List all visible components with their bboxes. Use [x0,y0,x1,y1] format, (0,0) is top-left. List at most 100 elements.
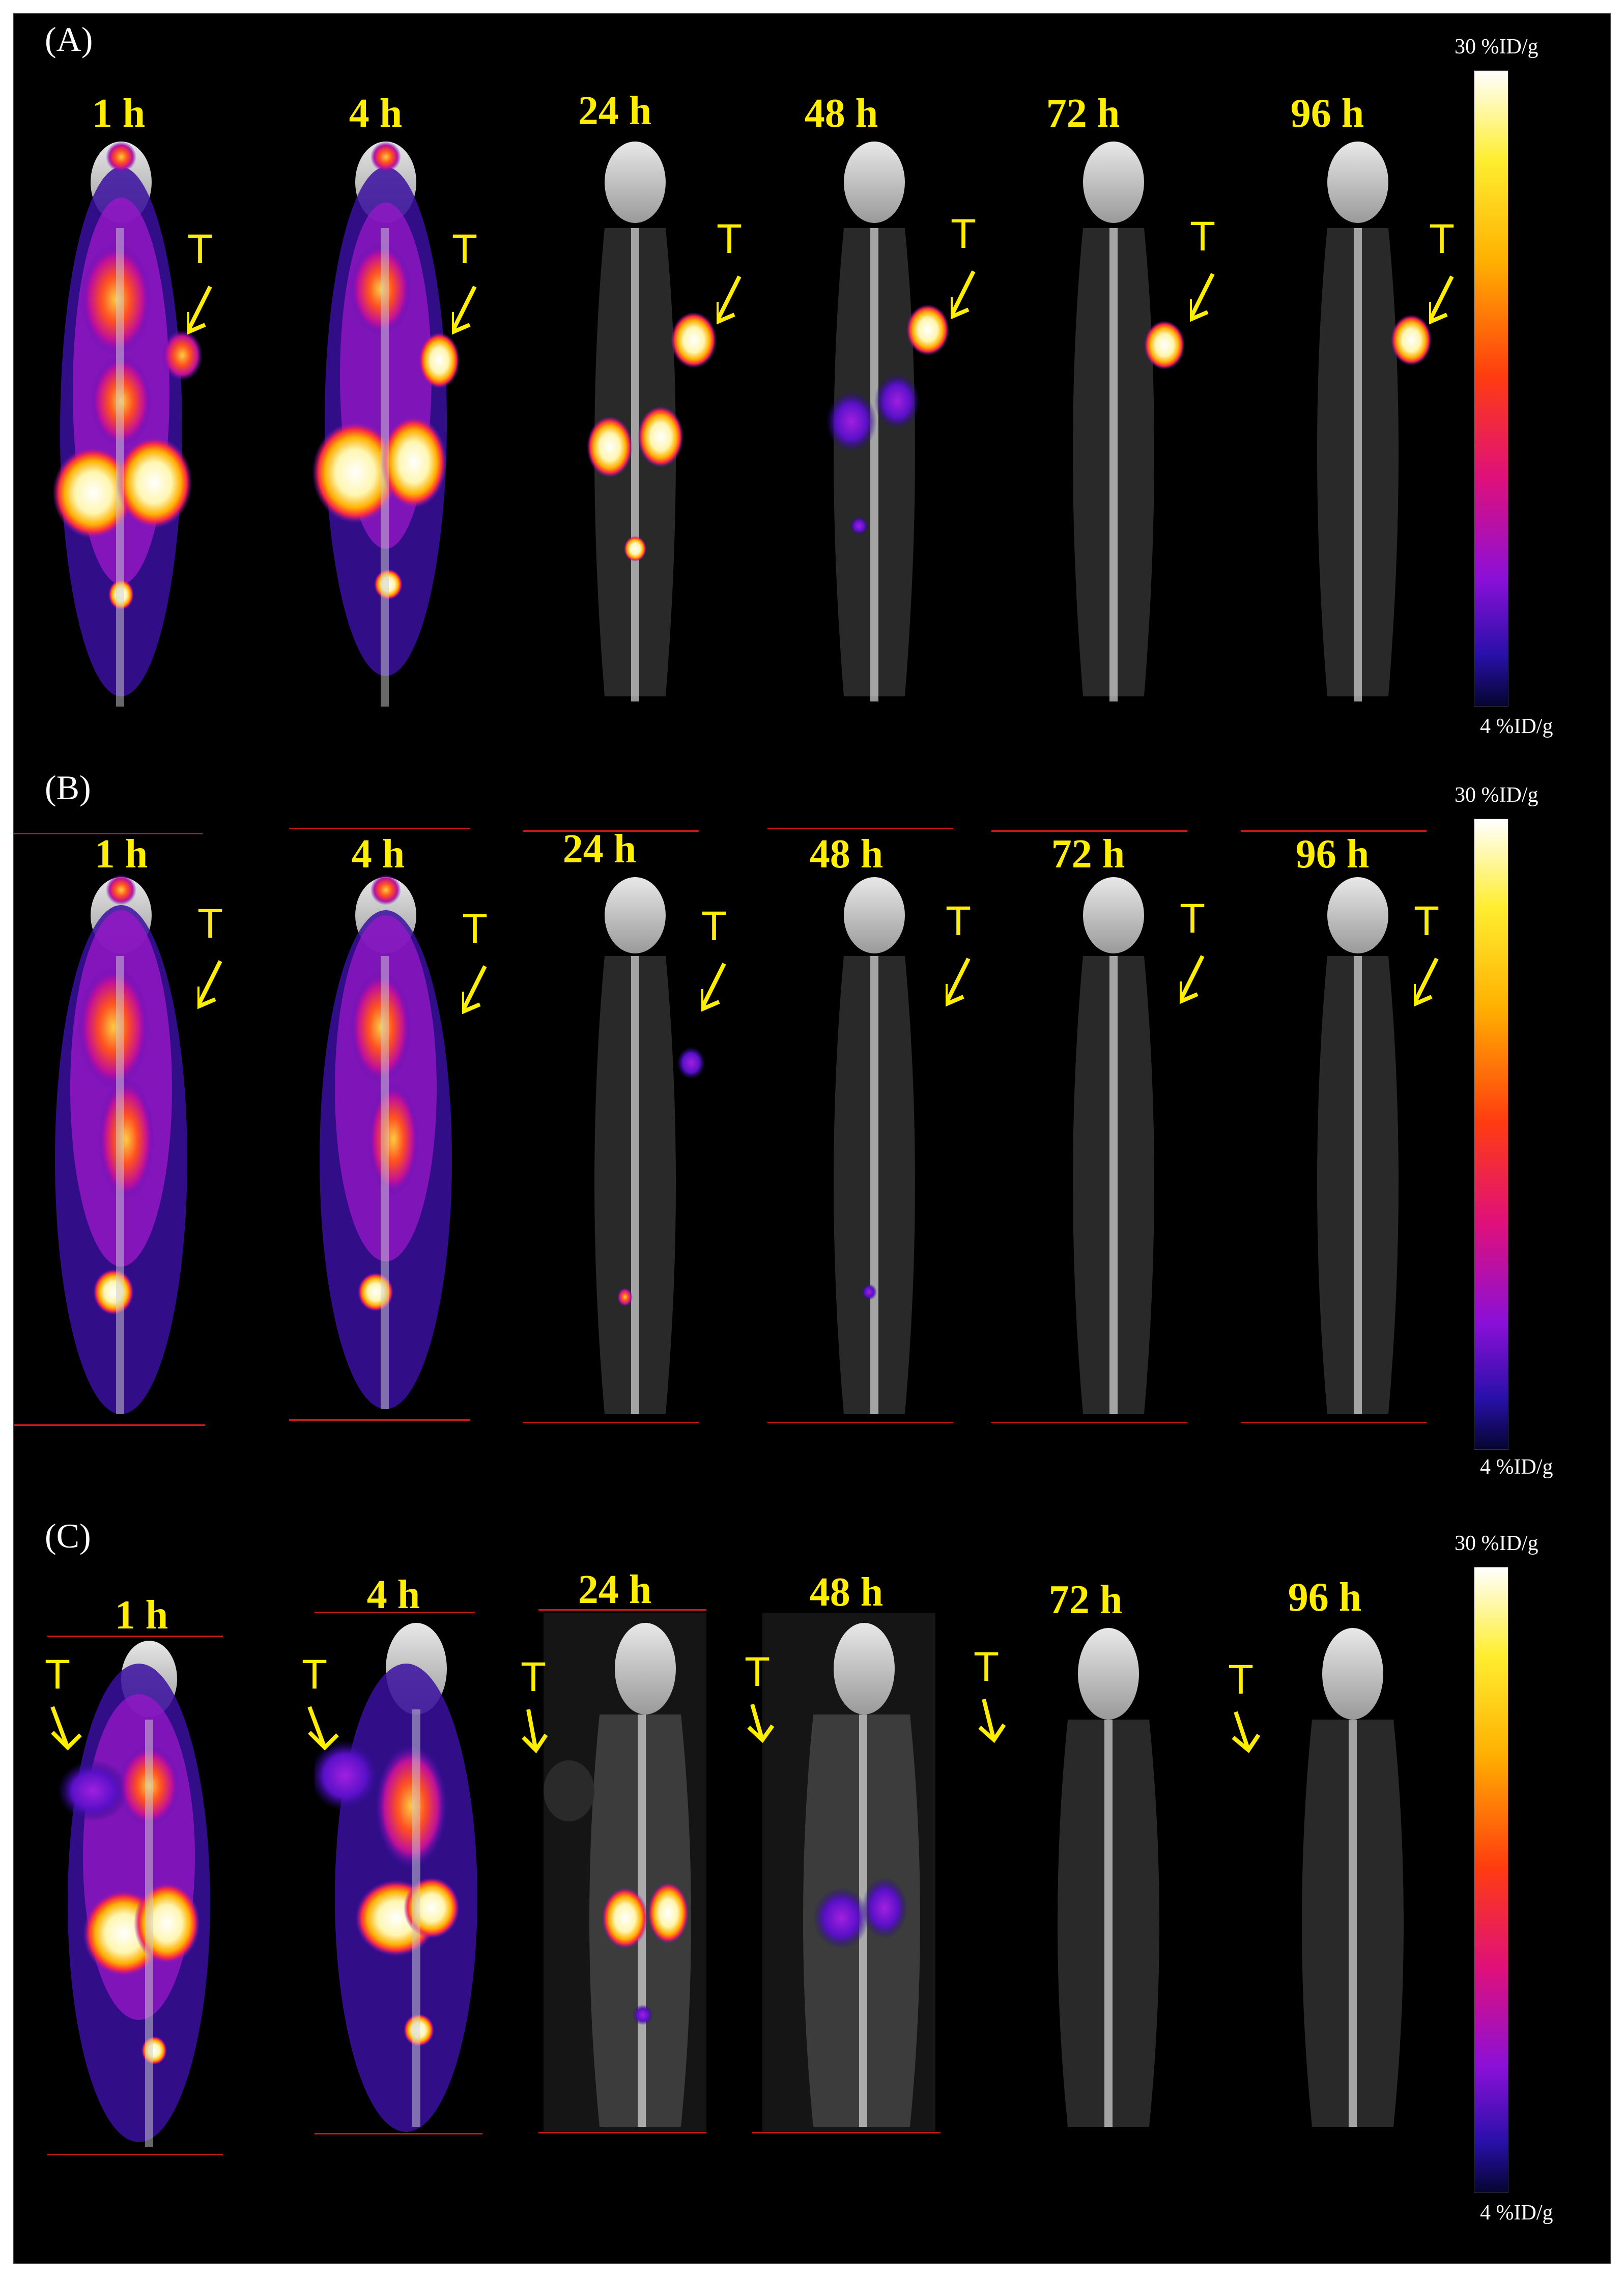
colorbar [1474,70,1508,707]
colorbar [1474,819,1508,1450]
pet-ct-mouse-image [826,142,949,701]
tumor-marker-label: T [1414,898,1440,944]
guide-line [289,1419,470,1421]
colorbar-min-label: 4 %ID/g [1480,1455,1553,1479]
tumor-marker: T [462,905,523,1017]
tumor-marker-label: T [1228,1656,1254,1703]
figure-frame: (A) 1 h 4 h 24 h 48 h 72 h 96 h [13,13,1611,2264]
panel-a: (A) 1 h 4 h 24 h 48 h 72 h 96 h [14,14,1610,768]
tumor-marker: T [452,226,513,338]
tumor-marker-label: T [45,1651,71,1698]
pet-ct-mouse-image [594,877,705,1414]
tumor-marker: T [946,897,1007,1009]
time-label: 48 h [804,91,878,136]
pet-ct-mouse-image [58,1641,210,2147]
tumor-marker-label: T [1429,216,1455,262]
tumor-marker: T [951,210,1012,322]
time-label: 72 h [1046,91,1120,136]
tumor-marker: T [745,1648,806,1760]
pet-ct-mouse-image [312,142,460,707]
tumor-marker: T [1180,895,1241,1007]
time-label: 1 h [92,91,146,136]
time-label: 72 h [1048,1578,1123,1622]
colorbar-max-label: 30 %ID/g [1455,35,1538,59]
tumor-marker: T [302,1651,363,1763]
tumor-marker: T [187,226,248,338]
pet-ct-mouse-image [587,142,717,701]
pet-ct-mouse-image [1317,142,1432,701]
time-label: 72 h [1051,832,1125,877]
tumor-marker: T [1190,213,1251,325]
panel-c: (C) 1 h 4 h 24 h 48 h 72 h 96 h [14,1516,1610,2249]
guide-line [14,1424,205,1426]
guide-line [767,828,953,829]
guide-line [47,1636,223,1637]
guide-line [538,1609,706,1611]
guide-line [767,1422,953,1423]
tumor-marker-label: T [974,1644,1000,1690]
pet-ct-mouse-image [1073,142,1185,701]
tumor-marker-label: T [951,211,977,257]
tumor-marker-label: T [1180,895,1206,942]
panel-label: (B) [45,768,91,807]
time-label: 96 h [1290,91,1364,136]
colorbar-min-label: 4 %ID/g [1480,2201,1553,2225]
time-label: 24 h [562,827,637,872]
tumor-marker-label: T [462,906,488,952]
guide-line [752,2132,941,2133]
tumor-marker: T [974,1643,1035,1755]
tumor-marker-label: T [717,216,743,262]
tumor-marker-label: T [745,1649,771,1695]
tumor-marker: T [45,1651,106,1763]
tumor-marker: T [701,903,762,1015]
time-label: 4 h [366,1572,420,1617]
panel-b: (B) 1 h 4 h 24 h 48 h 72 h 96 h [14,768,1610,1516]
tumor-marker-label: T [521,1654,547,1700]
colorbar-min-label: 4 %ID/g [1480,715,1553,738]
tumor-marker: T [1414,897,1475,1009]
pet-ct-mouse-image [1317,877,1399,1414]
time-label: 1 h [94,832,148,877]
guide-line [14,833,203,834]
pet-ct-mouse-image [834,877,915,1414]
colorbar-max-label: 30 %ID/g [1455,1532,1538,1555]
tumor-marker-label: T [1190,213,1216,260]
tumor-marker-label: T [701,903,727,949]
time-label: 1 h [115,1593,168,1638]
time-label: 48 h [809,1570,884,1615]
pet-ct-mouse-image [1302,1628,1404,2127]
tumor-marker: T [1429,215,1490,327]
guide-line [47,2154,223,2155]
pet-ct-mouse-image [320,875,452,1409]
guide-line [1241,830,1427,832]
time-label: 96 h [1288,1575,1362,1620]
tumor-marker-label: T [452,226,478,272]
pet-ct-mouse-image [52,142,203,707]
pet-ct-mouse-image [1073,877,1154,1414]
guide-line [523,1422,699,1423]
tumor-marker-label: T [946,898,972,944]
tumor-marker: T [1228,1656,1289,1768]
pet-ct-mouse-image [315,1623,477,2132]
guide-line [289,828,470,829]
panel-label: (C) [45,1516,91,1555]
guide-line [991,830,1187,832]
guide-line [315,2133,482,2134]
time-label: 96 h [1295,832,1370,877]
time-label: 4 h [349,91,403,136]
colorbar [1474,1567,1508,2193]
tumor-marker: T [197,900,259,1012]
panel-label: (A) [45,20,93,59]
pet-ct-mouse-image [55,875,187,1414]
tumor-marker-label: T [197,901,223,947]
time-label: 4 h [351,832,405,877]
time-label: 24 h [578,1567,652,1612]
tumor-marker: T [717,215,778,327]
pet-ct-mouse-image [762,1613,935,2132]
tumor-marker-label: T [187,226,213,272]
tumor-marker: T [521,1653,582,1765]
time-label: 48 h [809,832,884,877]
guide-line [538,2132,706,2133]
pet-ct-mouse-image [1058,1628,1159,2127]
guide-line [523,830,699,832]
